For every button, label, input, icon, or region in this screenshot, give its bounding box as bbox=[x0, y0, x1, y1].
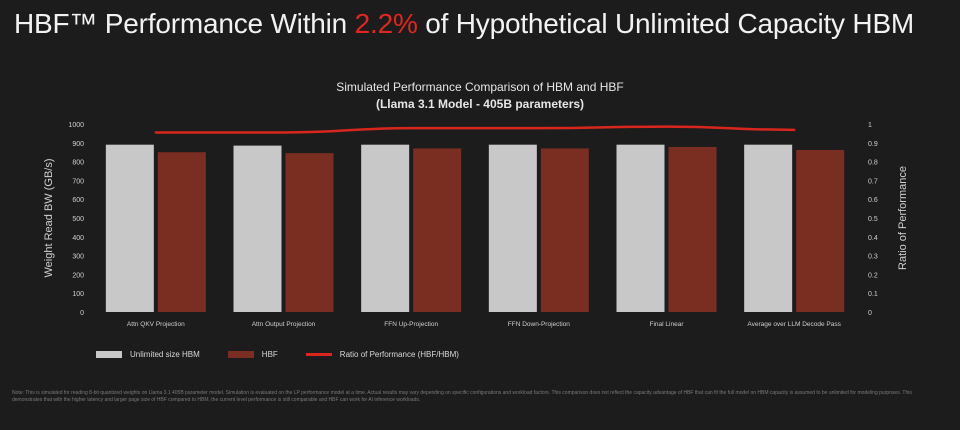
footnote: Note: This is simulated for reading 8-bi… bbox=[12, 390, 912, 403]
x-tick-label: FFN Down-Projection bbox=[508, 321, 571, 328]
chart-legend: Unlimited size HBM HBF Ratio of Performa… bbox=[96, 350, 487, 359]
y-tick-label: 400 bbox=[72, 235, 84, 242]
legend-swatch-hbm bbox=[96, 351, 122, 358]
chart-subtitle: (Llama 3.1 Model - 405B parameters) bbox=[375, 97, 585, 111]
bar-hbm bbox=[105, 144, 154, 312]
bar-hbf bbox=[796, 149, 845, 312]
bar-hbf bbox=[413, 148, 462, 312]
x-tick-label: Average over LLM Decode Pass bbox=[747, 321, 841, 328]
x-tick-label: Attn Output Projection bbox=[252, 321, 316, 328]
y-tick-label: 700 bbox=[72, 178, 84, 185]
y2-tick-label: 0.4 bbox=[868, 235, 878, 242]
y-tick-label: 600 bbox=[72, 197, 84, 204]
y-axis-label: Weight Read BW (GB/s) bbox=[43, 159, 55, 278]
bar-hbm bbox=[616, 144, 665, 312]
legend-item-ratio: Ratio of Performance (HBF/HBM) bbox=[305, 350, 459, 359]
y-tick-label: 200 bbox=[72, 272, 84, 279]
legend-item-hbm: Unlimited size HBM bbox=[96, 350, 200, 359]
y2-tick-label: 1 bbox=[868, 122, 872, 129]
bar-hbm bbox=[361, 144, 410, 312]
y-tick-label: 300 bbox=[72, 254, 84, 261]
y2-tick-label: 0.2 bbox=[868, 272, 878, 279]
bar-hbm bbox=[744, 144, 793, 312]
bar-hbf bbox=[540, 148, 589, 312]
x-tick-label: Final Linear bbox=[650, 321, 685, 328]
legend-swatch-ratio bbox=[305, 353, 332, 356]
headline-highlight: 2.2% bbox=[354, 8, 418, 39]
x-tick-label: FFN Up-Projection bbox=[384, 321, 438, 328]
y2-tick-label: 0 bbox=[868, 310, 872, 317]
bar-hbf bbox=[668, 146, 717, 312]
y2-tick-label: 0.8 bbox=[868, 160, 878, 167]
bar-hbm bbox=[233, 145, 282, 312]
y-tick-label: 1000 bbox=[68, 122, 84, 129]
headline-suffix: of Hypothetical Unlimited Capacity HBM bbox=[417, 8, 915, 39]
y-tick-label: 0 bbox=[80, 310, 84, 317]
legend-label-ratio: Ratio of Performance (HBF/HBM) bbox=[339, 350, 459, 359]
x-tick-label: Attn QKV Projection bbox=[127, 321, 185, 328]
bar-hbf bbox=[157, 152, 206, 312]
y-tick-label: 900 bbox=[72, 141, 84, 148]
y-tick-label: 800 bbox=[72, 160, 84, 167]
bar-hbf bbox=[285, 153, 334, 312]
y2-tick-label: 0.3 bbox=[868, 254, 878, 261]
y2-tick-label: 0.1 bbox=[868, 291, 878, 298]
y2-tick-label: 0.7 bbox=[868, 178, 878, 185]
bar-hbm bbox=[488, 144, 537, 312]
page-headline: HBF™ Performance Within 2.2% of Hypothet… bbox=[14, 6, 914, 42]
y2-axis-label: Ratio of Performance bbox=[897, 166, 909, 270]
legend-label-hbm: Unlimited size HBM bbox=[130, 350, 200, 359]
legend-item-hbf: HBF bbox=[227, 350, 278, 359]
y2-tick-label: 0.6 bbox=[868, 197, 878, 204]
ratio-line bbox=[154, 125, 796, 134]
legend-label-hbf: HBF bbox=[261, 350, 278, 359]
y2-tick-label: 0.5 bbox=[868, 216, 878, 223]
legend-swatch-hbf bbox=[227, 351, 254, 358]
y-tick-label: 500 bbox=[72, 216, 84, 223]
headline-prefix: HBF™ Performance Within bbox=[14, 8, 355, 39]
chart-title: Simulated Performance Comparison of HBM … bbox=[336, 80, 624, 94]
y2-tick-label: 0.9 bbox=[868, 141, 878, 148]
y-tick-label: 100 bbox=[72, 291, 84, 298]
